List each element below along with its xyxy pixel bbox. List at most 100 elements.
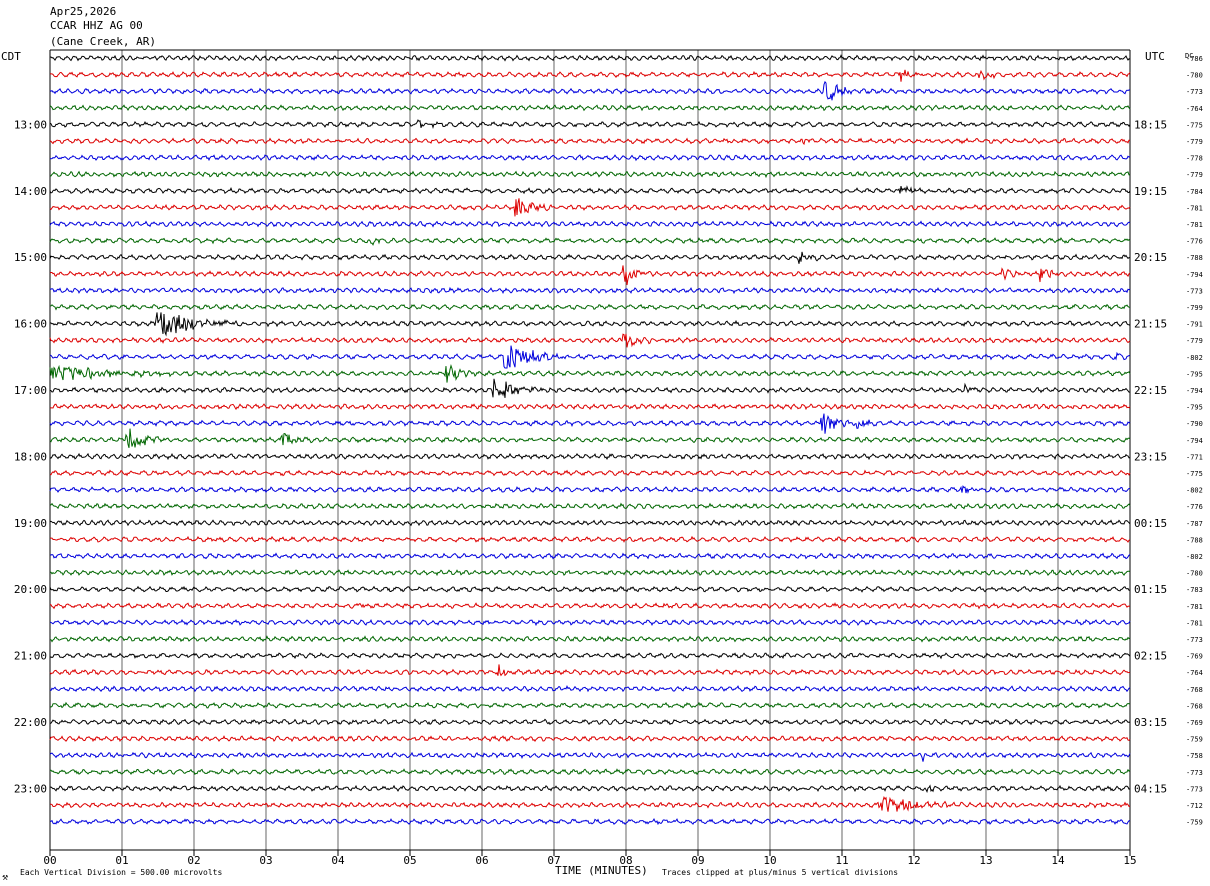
left-hour-label: 21:00 bbox=[14, 650, 47, 663]
left-hour-label: 23:00 bbox=[14, 782, 47, 795]
trace-line bbox=[49, 378, 1130, 398]
trace-line bbox=[49, 535, 1131, 543]
trace-line bbox=[49, 185, 1131, 195]
x-tick-label: 10 bbox=[763, 854, 776, 867]
left-hour-label: 14:00 bbox=[14, 185, 47, 198]
dc-offset-label: -773 bbox=[1186, 287, 1203, 295]
right-hour-label: 19:15 bbox=[1134, 185, 1167, 198]
trace-line bbox=[49, 784, 1131, 793]
dc-offset-label: -781 bbox=[1186, 619, 1203, 627]
trace-line bbox=[49, 80, 1131, 101]
x-tick-label: 13 bbox=[979, 854, 992, 867]
x-tick-label: 14 bbox=[1051, 854, 1065, 867]
x-tick-label: 06 bbox=[475, 854, 488, 867]
left-hour-label: 16:00 bbox=[14, 318, 47, 331]
dc-offset-label: -791 bbox=[1186, 321, 1203, 329]
trace-line bbox=[49, 485, 1131, 494]
trace-line bbox=[50, 552, 1131, 560]
x-tick-label: 09 bbox=[691, 854, 704, 867]
dc-offset-label: -773 bbox=[1186, 88, 1203, 96]
dc-offset-label: -802 bbox=[1186, 553, 1203, 561]
x-tick-label: 12 bbox=[907, 854, 920, 867]
right-hour-label: 23:15 bbox=[1134, 450, 1167, 463]
x-tick-label: 01 bbox=[115, 854, 128, 867]
x-tick-label: 07 bbox=[547, 854, 560, 867]
dc-offset-label: -794 bbox=[1186, 271, 1203, 279]
trace-line bbox=[49, 303, 1131, 311]
trace-line bbox=[49, 265, 1131, 286]
trace-line bbox=[49, 796, 1131, 812]
right-hour-label: 00:15 bbox=[1134, 517, 1167, 530]
left-zone-label: CDT bbox=[1, 50, 21, 63]
dc-offset-label: -776 bbox=[1186, 503, 1203, 511]
header-location: (Cane Creek, AR) bbox=[50, 35, 156, 48]
dc-offset-label: -795 bbox=[1186, 370, 1203, 378]
dc-offset-label: -775 bbox=[1186, 470, 1203, 478]
seismic-traces bbox=[49, 54, 1131, 826]
dc-offset-label: -788 bbox=[1186, 536, 1203, 544]
trace-line bbox=[49, 54, 1131, 62]
dc-offset-label: -788 bbox=[1186, 254, 1203, 262]
dc-offset-label: -781 bbox=[1186, 221, 1203, 229]
time-labels: 00 01 02 03 04 05 06 07 08 09 10 11 12 13 14 15 -786 -780… bbox=[14, 55, 1203, 867]
trace-line bbox=[49, 652, 1131, 660]
scale-note: Each Vertical Division = 500.00 microvol… bbox=[20, 868, 222, 877]
trace-line bbox=[49, 701, 1131, 709]
trace-line bbox=[49, 768, 1131, 776]
x-axis-label: TIME (MINUTES) bbox=[555, 864, 648, 877]
dc-offset-label: -787 bbox=[1186, 520, 1203, 528]
right-hour-label: 18:15 bbox=[1134, 118, 1167, 131]
right-zone-label: UTC bbox=[1145, 50, 1165, 63]
trace-line bbox=[49, 286, 1131, 295]
dc-offset-label: -783 bbox=[1186, 586, 1203, 594]
trace-line bbox=[49, 237, 1131, 246]
trace-line bbox=[49, 569, 1131, 577]
trace-line bbox=[49, 403, 1131, 411]
x-tick-label: 00 bbox=[43, 854, 56, 867]
trace-line bbox=[49, 519, 1131, 527]
dc-offset-label: -795 bbox=[1186, 404, 1203, 412]
left-hour-label: 17:00 bbox=[14, 384, 47, 397]
dc-offset-label: -794 bbox=[1186, 437, 1203, 445]
dc-offset-label: -768 bbox=[1186, 686, 1203, 694]
dc-offset-label: -758 bbox=[1186, 752, 1203, 760]
dc-offset-label: -802 bbox=[1186, 354, 1203, 362]
dc-label: DC bbox=[1185, 52, 1193, 60]
trace-line bbox=[49, 735, 1131, 743]
trace-line bbox=[49, 664, 1131, 677]
trace-line bbox=[49, 585, 1130, 593]
right-hour-label: 22:15 bbox=[1134, 384, 1167, 397]
dc-offset-label: -779 bbox=[1186, 138, 1203, 146]
trace-line bbox=[49, 104, 1131, 112]
trace-line bbox=[49, 220, 1131, 228]
trace-line bbox=[49, 602, 1131, 610]
trace-line bbox=[49, 251, 1131, 264]
clip-note: Traces clipped at plus/minus 5 vertical … bbox=[662, 868, 898, 877]
dc-offset-label: -773 bbox=[1186, 636, 1203, 644]
left-hour-label: 20:00 bbox=[14, 583, 47, 596]
dc-offset-label: -776 bbox=[1186, 238, 1203, 246]
dc-offset-label: -802 bbox=[1186, 487, 1203, 495]
x-tick-label: 02 bbox=[187, 854, 200, 867]
dc-offset-label: -779 bbox=[1186, 171, 1203, 179]
header-station: CCAR HHZ AG 00 bbox=[50, 19, 143, 32]
dc-offset-label: -768 bbox=[1186, 702, 1203, 710]
trace-line bbox=[49, 312, 1131, 337]
dc-offset-label: -780 bbox=[1186, 570, 1203, 578]
x-tick-label: 04 bbox=[331, 854, 345, 867]
trace-line bbox=[49, 718, 1131, 726]
right-hour-label: 02:15 bbox=[1134, 650, 1167, 663]
dc-offset-label: -799 bbox=[1186, 304, 1203, 312]
trace-line bbox=[50, 635, 1131, 643]
dc-offset-label: -775 bbox=[1186, 121, 1203, 129]
trace-line bbox=[49, 345, 1131, 369]
trace-line bbox=[49, 428, 1131, 449]
left-hour-label: 13:00 bbox=[14, 118, 47, 131]
trace-line bbox=[49, 137, 1131, 146]
trace-line bbox=[49, 502, 1131, 510]
trace-line bbox=[49, 119, 1131, 129]
dc-offset-label: -786 bbox=[1186, 55, 1203, 63]
dc-offset-label: -778 bbox=[1186, 155, 1203, 163]
trace-line bbox=[49, 469, 1131, 477]
